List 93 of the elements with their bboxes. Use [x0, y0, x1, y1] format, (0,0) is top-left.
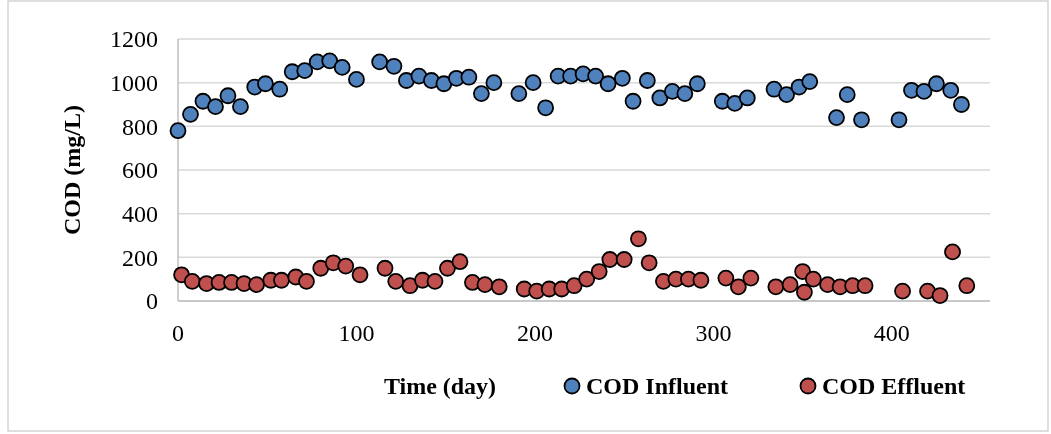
point: [738, 89, 756, 107]
point: [931, 287, 949, 304]
y-tick-label: 0: [146, 288, 158, 315]
point: [398, 72, 415, 89]
point: [953, 96, 970, 113]
x-axis-title: Time (day): [383, 373, 497, 399]
y-tick-label: 800: [122, 113, 158, 140]
x-tick-label: 0: [172, 320, 184, 346]
point: [942, 81, 960, 99]
point: [590, 263, 608, 280]
point: [801, 73, 819, 90]
point: [232, 98, 249, 116]
point: [348, 70, 365, 88]
point: [613, 69, 631, 87]
point: [312, 259, 330, 277]
point: [451, 253, 469, 271]
point: [742, 269, 760, 287]
legend-label: COD Effluent: [822, 373, 966, 399]
y-tick-label: 1200: [110, 26, 158, 53]
point: [856, 277, 874, 295]
point: [630, 230, 647, 248]
point: [296, 62, 314, 80]
point: [169, 122, 187, 140]
point: [781, 276, 799, 294]
point: [692, 271, 710, 289]
point: [729, 278, 747, 296]
point: [351, 266, 369, 284]
point: [587, 67, 604, 85]
point: [476, 276, 494, 294]
point: [219, 87, 237, 105]
point: [207, 98, 224, 116]
point: [333, 58, 351, 76]
point: [726, 95, 744, 112]
legend-label: COD Influent: [586, 373, 729, 399]
y-axis-title: COD (mg/L): [59, 105, 85, 235]
point: [376, 259, 394, 277]
point: [524, 74, 542, 92]
point: [387, 272, 405, 290]
x-tick-label: 200: [516, 320, 553, 346]
point: [439, 259, 456, 277]
y-tick-label: 200: [122, 244, 158, 271]
point: [599, 75, 617, 93]
point: [717, 269, 735, 287]
point: [804, 270, 822, 288]
point: [257, 75, 274, 93]
point: [676, 85, 694, 102]
point: [401, 277, 419, 295]
point: [565, 277, 583, 295]
point: [273, 271, 290, 289]
point: [578, 270, 596, 288]
point: [828, 109, 845, 126]
point: [638, 72, 656, 89]
point: [796, 283, 813, 301]
point: [688, 75, 706, 93]
point: [651, 89, 669, 107]
point: [298, 272, 315, 290]
point: [537, 99, 555, 117]
point: [248, 276, 265, 294]
point: [624, 92, 642, 110]
point: [183, 272, 201, 290]
x-tick-label: 400: [873, 320, 910, 346]
point: [337, 257, 355, 275]
point: [601, 251, 619, 268]
point: [838, 86, 856, 104]
x-tick-label: 300: [695, 320, 732, 346]
point: [435, 75, 453, 93]
y-tick-label: 1000: [110, 70, 158, 97]
point: [767, 278, 785, 296]
point: [510, 85, 528, 102]
point: [915, 83, 933, 100]
point: [485, 74, 503, 92]
point: [182, 105, 199, 123]
point: [615, 251, 633, 268]
y-tick-label: 400: [122, 201, 158, 228]
point: [894, 282, 911, 300]
x-tick-label: 100: [338, 320, 375, 346]
point: [640, 254, 658, 272]
point: [472, 85, 490, 102]
point: [271, 80, 289, 98]
point: [928, 75, 945, 93]
point: [321, 52, 339, 70]
y-tick-label: 600: [122, 157, 158, 184]
point: [778, 86, 795, 104]
point: [890, 111, 908, 129]
point: [371, 53, 389, 71]
point: [460, 68, 478, 86]
point: [853, 111, 870, 129]
point: [426, 272, 444, 290]
point: [765, 80, 783, 98]
point: [385, 57, 403, 75]
point: [958, 277, 976, 295]
point: [944, 243, 961, 261]
point: [490, 278, 508, 296]
